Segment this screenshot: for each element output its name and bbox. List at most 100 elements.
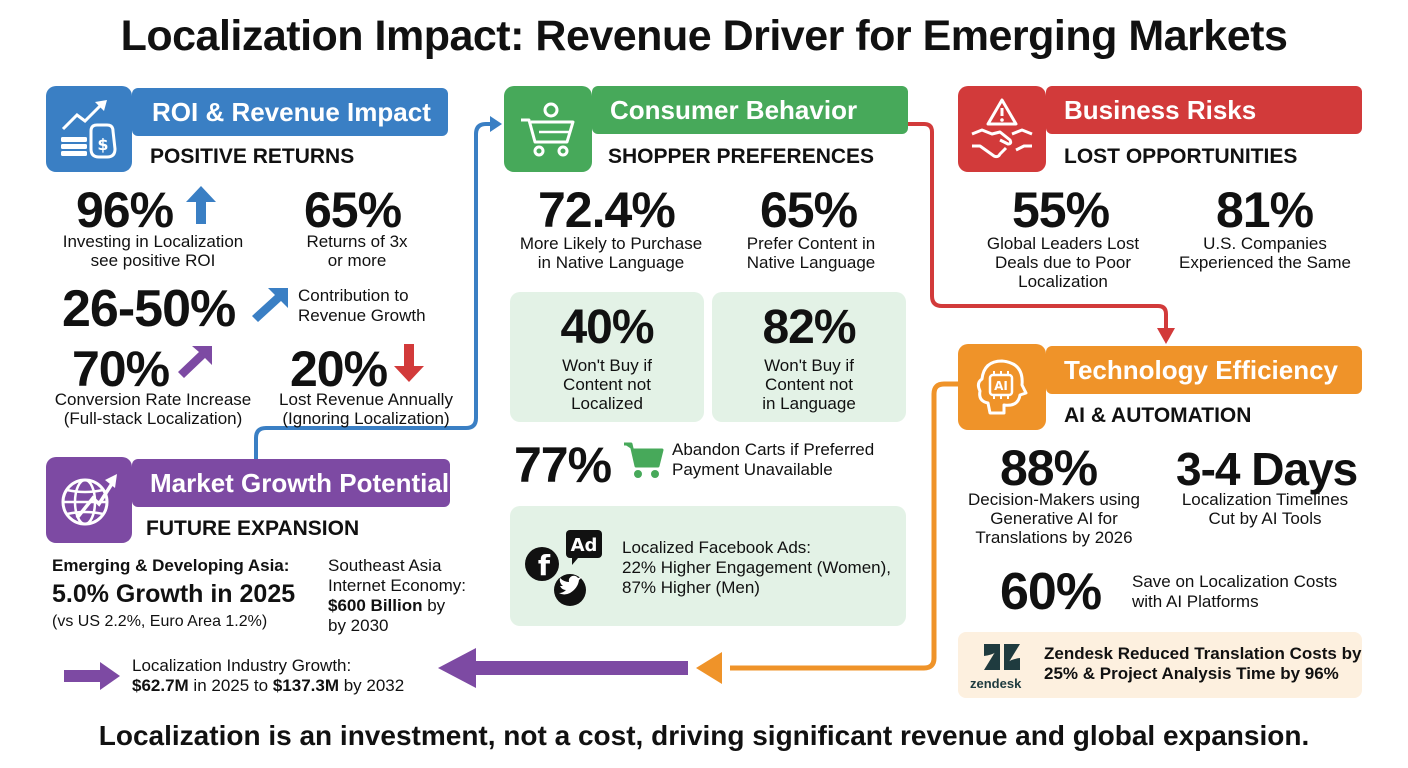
market-subheader: FUTURE EXPANSION: [146, 517, 360, 540]
risks-stat2-caption1: U.S. Companies: [1203, 234, 1327, 253]
risks-subheader: LOST OPPORTUNITIES: [1064, 145, 1298, 168]
down-arrow-icon: [394, 344, 424, 382]
risks-stat1-caption: Global Leaders Lost Deals due to Poor Lo…: [966, 234, 1160, 291]
tech-stat1-caption3: Translations by 2026: [975, 528, 1133, 547]
consumer-card2-line3: in Language: [762, 394, 856, 413]
consumer-stat1-caption2: in Native Language: [537, 253, 685, 272]
tech-header: Technology Efficiency: [1046, 346, 1362, 394]
roi-stat4-caption: Conversion Rate Increase (Full-stack Loc…: [40, 390, 266, 428]
consumer-header: Consumer Behavior: [592, 86, 908, 134]
blue-arrowhead: [490, 116, 502, 132]
zendesk-logo-text: zendesk: [970, 676, 1022, 691]
roi-stat5-value: 20%: [290, 341, 388, 397]
risks-stat1-caption1: Global Leaders Lost: [986, 234, 1140, 253]
tech-stat2-caption: Localization Timelines Cut by AI Tools: [1160, 490, 1370, 528]
risks-stat1-value: 55%: [1012, 182, 1110, 238]
red-connector: [906, 122, 1168, 330]
facebook-ads-text: Localized Facebook Ads: 22% Higher Engag…: [622, 538, 891, 598]
market-sea-line1: Southeast Asia: [328, 556, 442, 575]
consumer-stat2-caption: Prefer Content in Native Language: [716, 234, 906, 272]
tech-stat2-value: 3-4 Days: [1176, 443, 1358, 495]
purple-connector: [472, 661, 688, 675]
roi-header: ROI & Revenue Impact: [132, 88, 448, 136]
tech-stat3-value: 60%: [1000, 563, 1102, 621]
market-sea-line3-suffix: by: [422, 596, 446, 615]
consumer-subheader: SHOPPER PREFERENCES: [608, 145, 875, 168]
roi-stat3-caption1: Contribution to: [298, 286, 409, 305]
consumer-card2-value: 82%: [762, 301, 856, 354]
consumer-card2-line1: Won't Buy if: [764, 356, 854, 375]
market-asia: Emerging & Developing Asia: 5.0% Growth …: [52, 556, 295, 631]
consumer-card2-caption: Won't Buy if Content not in Language: [712, 356, 906, 413]
roi-stat3-caption: Contribution to Revenue Growth: [298, 286, 426, 326]
consumer-card1-line1: Won't Buy if: [562, 356, 652, 375]
market-industry-growth: Localization Industry Growth: $62.7M in …: [132, 656, 404, 696]
tech-header-label: Technology Efficiency: [1064, 354, 1339, 385]
risks-header-label: Business Risks: [1064, 94, 1257, 125]
market-asia-line3: (vs US 2.2%, Euro Area 1.2%): [52, 613, 268, 630]
zendesk-text: Zendesk Reduced Translation Costs by 25%…: [1044, 644, 1361, 684]
market-sea-line4: by 2030: [328, 616, 389, 635]
market-sea-line2: Internet Economy:: [328, 576, 466, 595]
diagonal-up-arrow-icon: [252, 288, 288, 322]
tech-stat3-caption1: Save on Localization Costs: [1132, 572, 1338, 591]
consumer-card2-line2: Content not: [765, 375, 853, 394]
consumer-stat3-caption1: Abandon Carts if Preferred: [672, 440, 875, 459]
market-header: Market Growth Potential: [132, 459, 450, 507]
ai-chip-label: AI: [994, 379, 1008, 393]
zendesk-line1: Zendesk Reduced Translation Costs by: [1044, 644, 1362, 663]
purple-arrowhead: [438, 648, 476, 688]
risks-stat2-caption: U.S. Companies Experienced the Same: [1164, 234, 1366, 272]
market-sea-value: $600 Billion: [328, 596, 423, 615]
market-industry-line2-end: by 2032: [339, 676, 405, 695]
tech-stat3-caption2: with AI Platforms: [1132, 592, 1259, 611]
consumer-stat3-caption: Abandon Carts if Preferred Payment Unava…: [672, 440, 874, 480]
roi-stat3-value: 26-50%: [62, 280, 236, 338]
small-purple-arrowhead: [100, 662, 120, 690]
roi-stat4-caption1: Conversion Rate Increase: [54, 390, 252, 409]
consumer-facebook-ads-card: Ad f Localized Facebook Ads: 22% Higher …: [510, 506, 906, 626]
tech-stat1-caption2: Generative AI for: [990, 509, 1118, 528]
roi-stat1-caption2: see positive ROI: [90, 251, 216, 270]
risks-stat1-caption3: Localization: [1018, 272, 1108, 291]
facebook-ads-line2: 22% Higher Engagement (Women),: [622, 558, 891, 577]
footer-tagline: Localization is an investment, not a cos…: [98, 720, 1310, 751]
consumer-card1-caption: Won't Buy if Content not Localized: [510, 356, 704, 413]
roi-stat2-caption1: Returns of 3x: [306, 232, 408, 251]
market-industry-line2-mid: in 2025 to: [188, 676, 273, 695]
market-industry-line1: Localization Industry Growth:: [132, 656, 352, 675]
roi-stat5-caption2: (Ignoring Localization): [282, 409, 450, 428]
roi-stat1-caption1: Investing in Localization: [62, 232, 244, 251]
market-industry-value-2032: $137.3M: [272, 676, 339, 695]
risks-stat1-caption2: Deals due to Poor: [994, 253, 1132, 272]
facebook-ads-line1: Localized Facebook Ads:: [622, 538, 812, 557]
page-title: Localization Impact: Revenue Driver for …: [120, 12, 1288, 60]
tech-stat3-caption: Save on Localization Costs with AI Platf…: [1132, 572, 1337, 612]
tech-stat1-caption: Decision-Makers using Generative AI for …: [956, 490, 1152, 547]
blue-connector: [254, 122, 494, 470]
consumer-card1-line2: Content not: [563, 375, 651, 394]
market-asia-line1: Emerging & Developing Asia:: [52, 556, 290, 575]
up-arrow-icon: [186, 186, 216, 224]
consumer-stat3-value: 77%: [514, 437, 612, 493]
market-industry-value-2025: $62.7M: [132, 676, 189, 695]
orange-arrowhead: [696, 652, 722, 684]
consumer-stat2-value: 65%: [760, 182, 858, 238]
consumer-stat1-caption: More Likely to Purchase in Native Langua…: [506, 234, 716, 272]
market-asia-line2: 5.0% Growth in 2025: [52, 580, 296, 608]
tech-stat2-caption2: Cut by AI Tools: [1208, 509, 1322, 528]
roi-stat5-caption1: Lost Revenue Annually: [279, 390, 453, 409]
shopping-cart-icon: [624, 442, 664, 478]
roi-stat1-caption: Investing in Localization see positive R…: [40, 232, 266, 270]
risks-stat2-caption2: Experienced the Same: [1179, 253, 1351, 272]
red-arrowhead: [1157, 328, 1175, 344]
small-purple-connector: [64, 670, 104, 682]
globe-growth-icon: [46, 457, 132, 543]
svg-text:$: $: [97, 135, 108, 154]
roi-subheader: POSITIVE RETURNS: [150, 145, 355, 168]
shopping-cart-person-icon: [504, 86, 592, 172]
ad-badge: Ad: [571, 535, 598, 556]
consumer-stat2-caption1: Prefer Content in: [746, 234, 876, 253]
roi-stat2-caption2: or more: [327, 251, 387, 270]
consumer-stat2-caption2: Native Language: [746, 253, 876, 272]
